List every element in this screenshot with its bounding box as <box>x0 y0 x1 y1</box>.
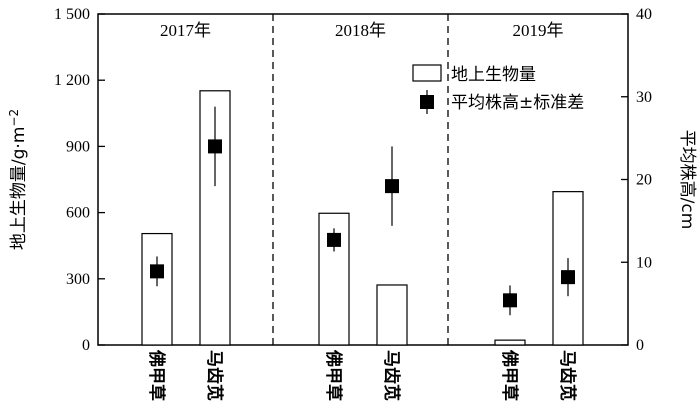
y-tick-label: 0 <box>82 337 90 354</box>
category-label: 马齿苋 <box>204 350 225 401</box>
y-tick-label: 1 200 <box>54 72 90 89</box>
panel-year-label: 2018年 <box>335 21 386 40</box>
biomass-bar <box>141 232 173 346</box>
legend-height-label: 平均株高±标准差 <box>451 93 584 113</box>
y-axis-title-superscript: −2 <box>7 109 21 127</box>
height-marker <box>385 179 399 194</box>
y2-tick-label: 30 <box>636 89 652 106</box>
biomass-bar <box>376 284 408 346</box>
y2-tick-label: 0 <box>636 337 644 354</box>
legend-marker-swatch <box>420 95 434 109</box>
legend-bar-swatch <box>412 64 442 82</box>
y-tick-label: 900 <box>66 138 90 155</box>
panel-year-label: 2017年 <box>160 21 211 40</box>
y-tick-label: 600 <box>66 205 90 222</box>
height-marker <box>503 293 517 308</box>
biomass-bar <box>318 212 350 346</box>
height-marker <box>327 232 341 247</box>
height-marker <box>150 264 164 279</box>
y2-tick-label: 40 <box>636 6 652 23</box>
y2-axis-title: 平均株高/cm <box>677 130 697 230</box>
height-marker <box>208 139 222 154</box>
biomass-bar <box>494 339 526 346</box>
plot-frame <box>97 13 629 346</box>
y-tick-label: 1 500 <box>54 6 90 23</box>
category-label: 佛甲草 <box>323 349 344 401</box>
height-marker <box>561 270 575 285</box>
y2-tick-label: 20 <box>636 172 652 189</box>
category-label: 佛甲草 <box>146 349 167 401</box>
category-label: 佛甲草 <box>499 349 520 401</box>
y-axis-title: 地上生物量/g·m−2 <box>7 109 29 250</box>
category-label: 马齿苋 <box>557 350 578 401</box>
y-axis-title-main: 地上生物量/g·m <box>9 127 29 250</box>
y2-tick-label: 10 <box>636 254 652 271</box>
category-label: 马齿苋 <box>381 350 402 401</box>
legend-biomass-label: 地上生物量 <box>451 65 536 85</box>
panel-year-label: 2019年 <box>513 21 564 40</box>
y-tick-label: 300 <box>66 271 90 288</box>
